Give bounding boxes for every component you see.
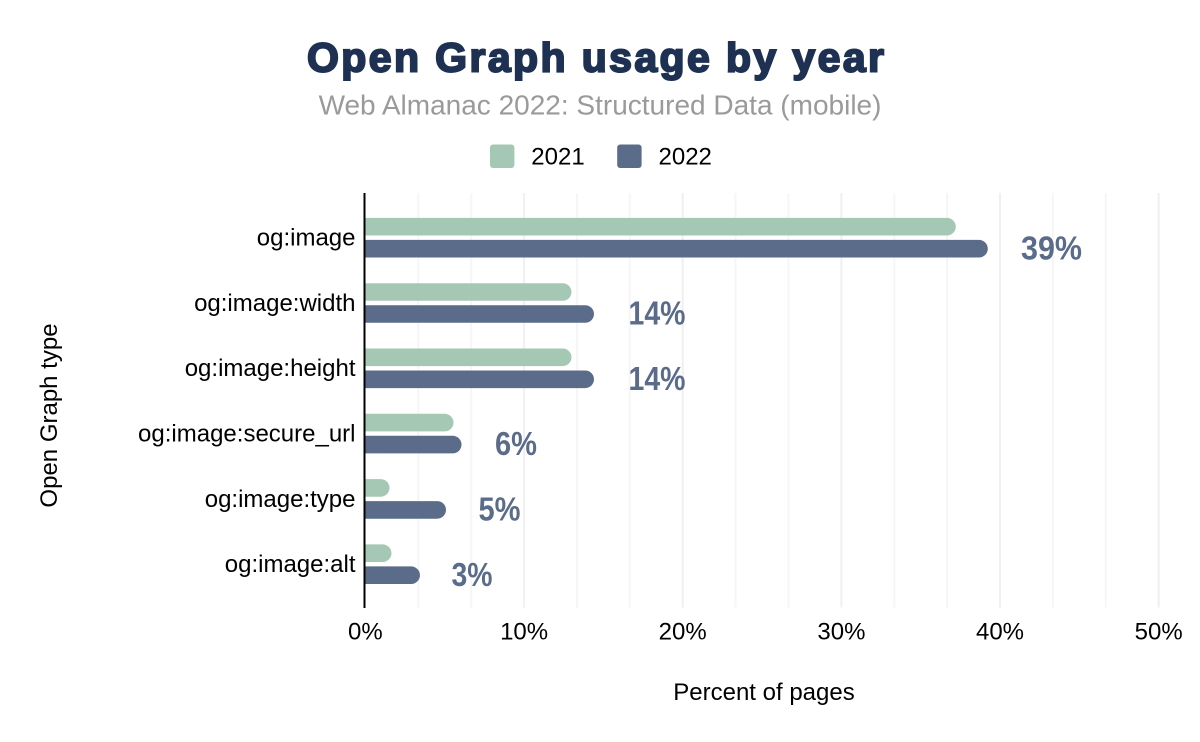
svg-text:og:image:secure_url: og:image:secure_url <box>138 421 355 448</box>
svg-text:og:image:width: og:image:width <box>194 290 355 317</box>
svg-text:40%: 40% <box>976 619 1024 646</box>
svg-text:2021: 2021 <box>531 144 584 171</box>
svg-text:og:image:height: og:image:height <box>185 355 356 382</box>
svg-text:3%: 3% <box>452 557 493 594</box>
svg-text:Web Almanac 2022: Structured D: Web Almanac 2022: Structured Data (mobil… <box>319 90 882 121</box>
svg-text:10%: 10% <box>500 619 548 646</box>
svg-text:0%: 0% <box>348 619 383 646</box>
svg-text:6%: 6% <box>495 426 537 463</box>
svg-text:14%: 14% <box>629 361 686 398</box>
svg-text:Open Graph type: Open Graph type <box>36 323 63 507</box>
svg-text:39%: 39% <box>1021 230 1082 267</box>
svg-text:og:image: og:image <box>257 225 356 252</box>
svg-text:2022: 2022 <box>659 144 712 171</box>
svg-text:og:image:type: og:image:type <box>205 486 356 513</box>
svg-text:14%: 14% <box>629 296 686 333</box>
svg-text:20%: 20% <box>659 619 707 646</box>
svg-text:50%: 50% <box>1135 619 1183 646</box>
svg-text:Open Graph usage by year: Open Graph usage by year <box>307 34 886 80</box>
svg-text:5%: 5% <box>479 492 521 529</box>
svg-text:og:image:alt: og:image:alt <box>225 551 356 578</box>
svg-text:Percent of pages: Percent of pages <box>673 679 854 706</box>
svg-text:30%: 30% <box>817 619 865 646</box>
